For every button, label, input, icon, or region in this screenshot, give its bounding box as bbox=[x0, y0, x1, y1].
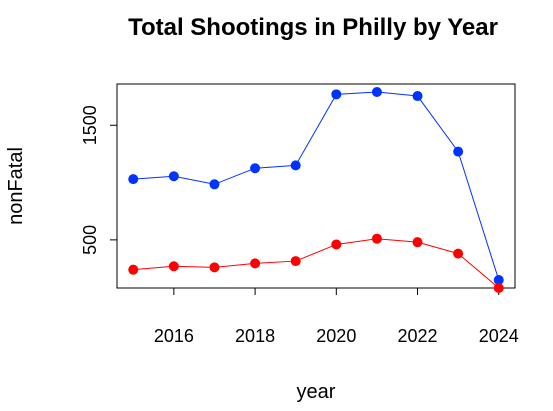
y-axis-label: nonFatal bbox=[5, 147, 27, 225]
series-1-point bbox=[331, 89, 342, 100]
series-2-point bbox=[168, 261, 179, 272]
series-1-point bbox=[209, 179, 220, 190]
y-tick-label: 500 bbox=[80, 225, 100, 255]
x-tick-label: 2024 bbox=[479, 326, 519, 346]
x-axis: 2016 2018 2020 2022 2024 bbox=[154, 287, 519, 346]
series-1-point bbox=[290, 160, 301, 171]
y-axis: 500 1500 bbox=[80, 105, 118, 255]
series-2-point bbox=[412, 237, 423, 248]
series-2-point bbox=[250, 258, 261, 269]
series-1-point bbox=[493, 274, 504, 285]
y-tick-label: 1500 bbox=[80, 105, 100, 145]
series-layer bbox=[128, 87, 504, 293]
series-2-point bbox=[453, 248, 464, 259]
series-2-point bbox=[493, 283, 504, 293]
x-tick-label: 2016 bbox=[154, 326, 194, 346]
series-1-point bbox=[412, 91, 423, 102]
x-tick-label: 2022 bbox=[398, 326, 438, 346]
chart-title: Total Shootings in Philly by Year bbox=[128, 14, 498, 41]
x-tick-label: 2020 bbox=[316, 326, 356, 346]
series-2-point bbox=[128, 264, 139, 275]
series-1-point bbox=[371, 87, 382, 98]
series-2-line bbox=[133, 238, 500, 289]
x-tick-label: 2018 bbox=[235, 326, 275, 346]
series-1-point bbox=[128, 174, 139, 185]
x-axis-label: year bbox=[297, 381, 336, 403]
series-1-point bbox=[250, 163, 261, 174]
series-1-point bbox=[168, 171, 179, 182]
series-1-line bbox=[133, 91, 500, 281]
series-1-point bbox=[453, 146, 464, 157]
series-2-point bbox=[371, 233, 382, 244]
series-2-point bbox=[331, 239, 342, 250]
series-2-point bbox=[290, 256, 301, 267]
series-2-point bbox=[209, 262, 220, 273]
